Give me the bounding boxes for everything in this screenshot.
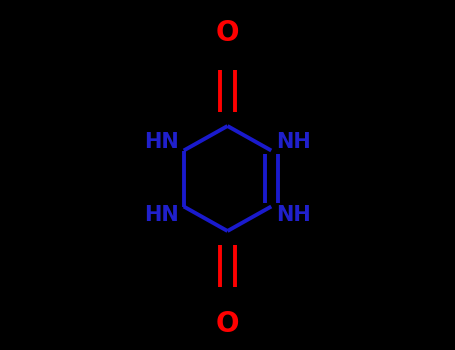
Text: NH: NH (277, 132, 311, 152)
Text: O: O (216, 19, 239, 47)
Text: HN: HN (144, 132, 178, 152)
Text: O: O (216, 310, 239, 338)
Text: NH: NH (277, 205, 311, 225)
Text: HN: HN (144, 205, 178, 225)
